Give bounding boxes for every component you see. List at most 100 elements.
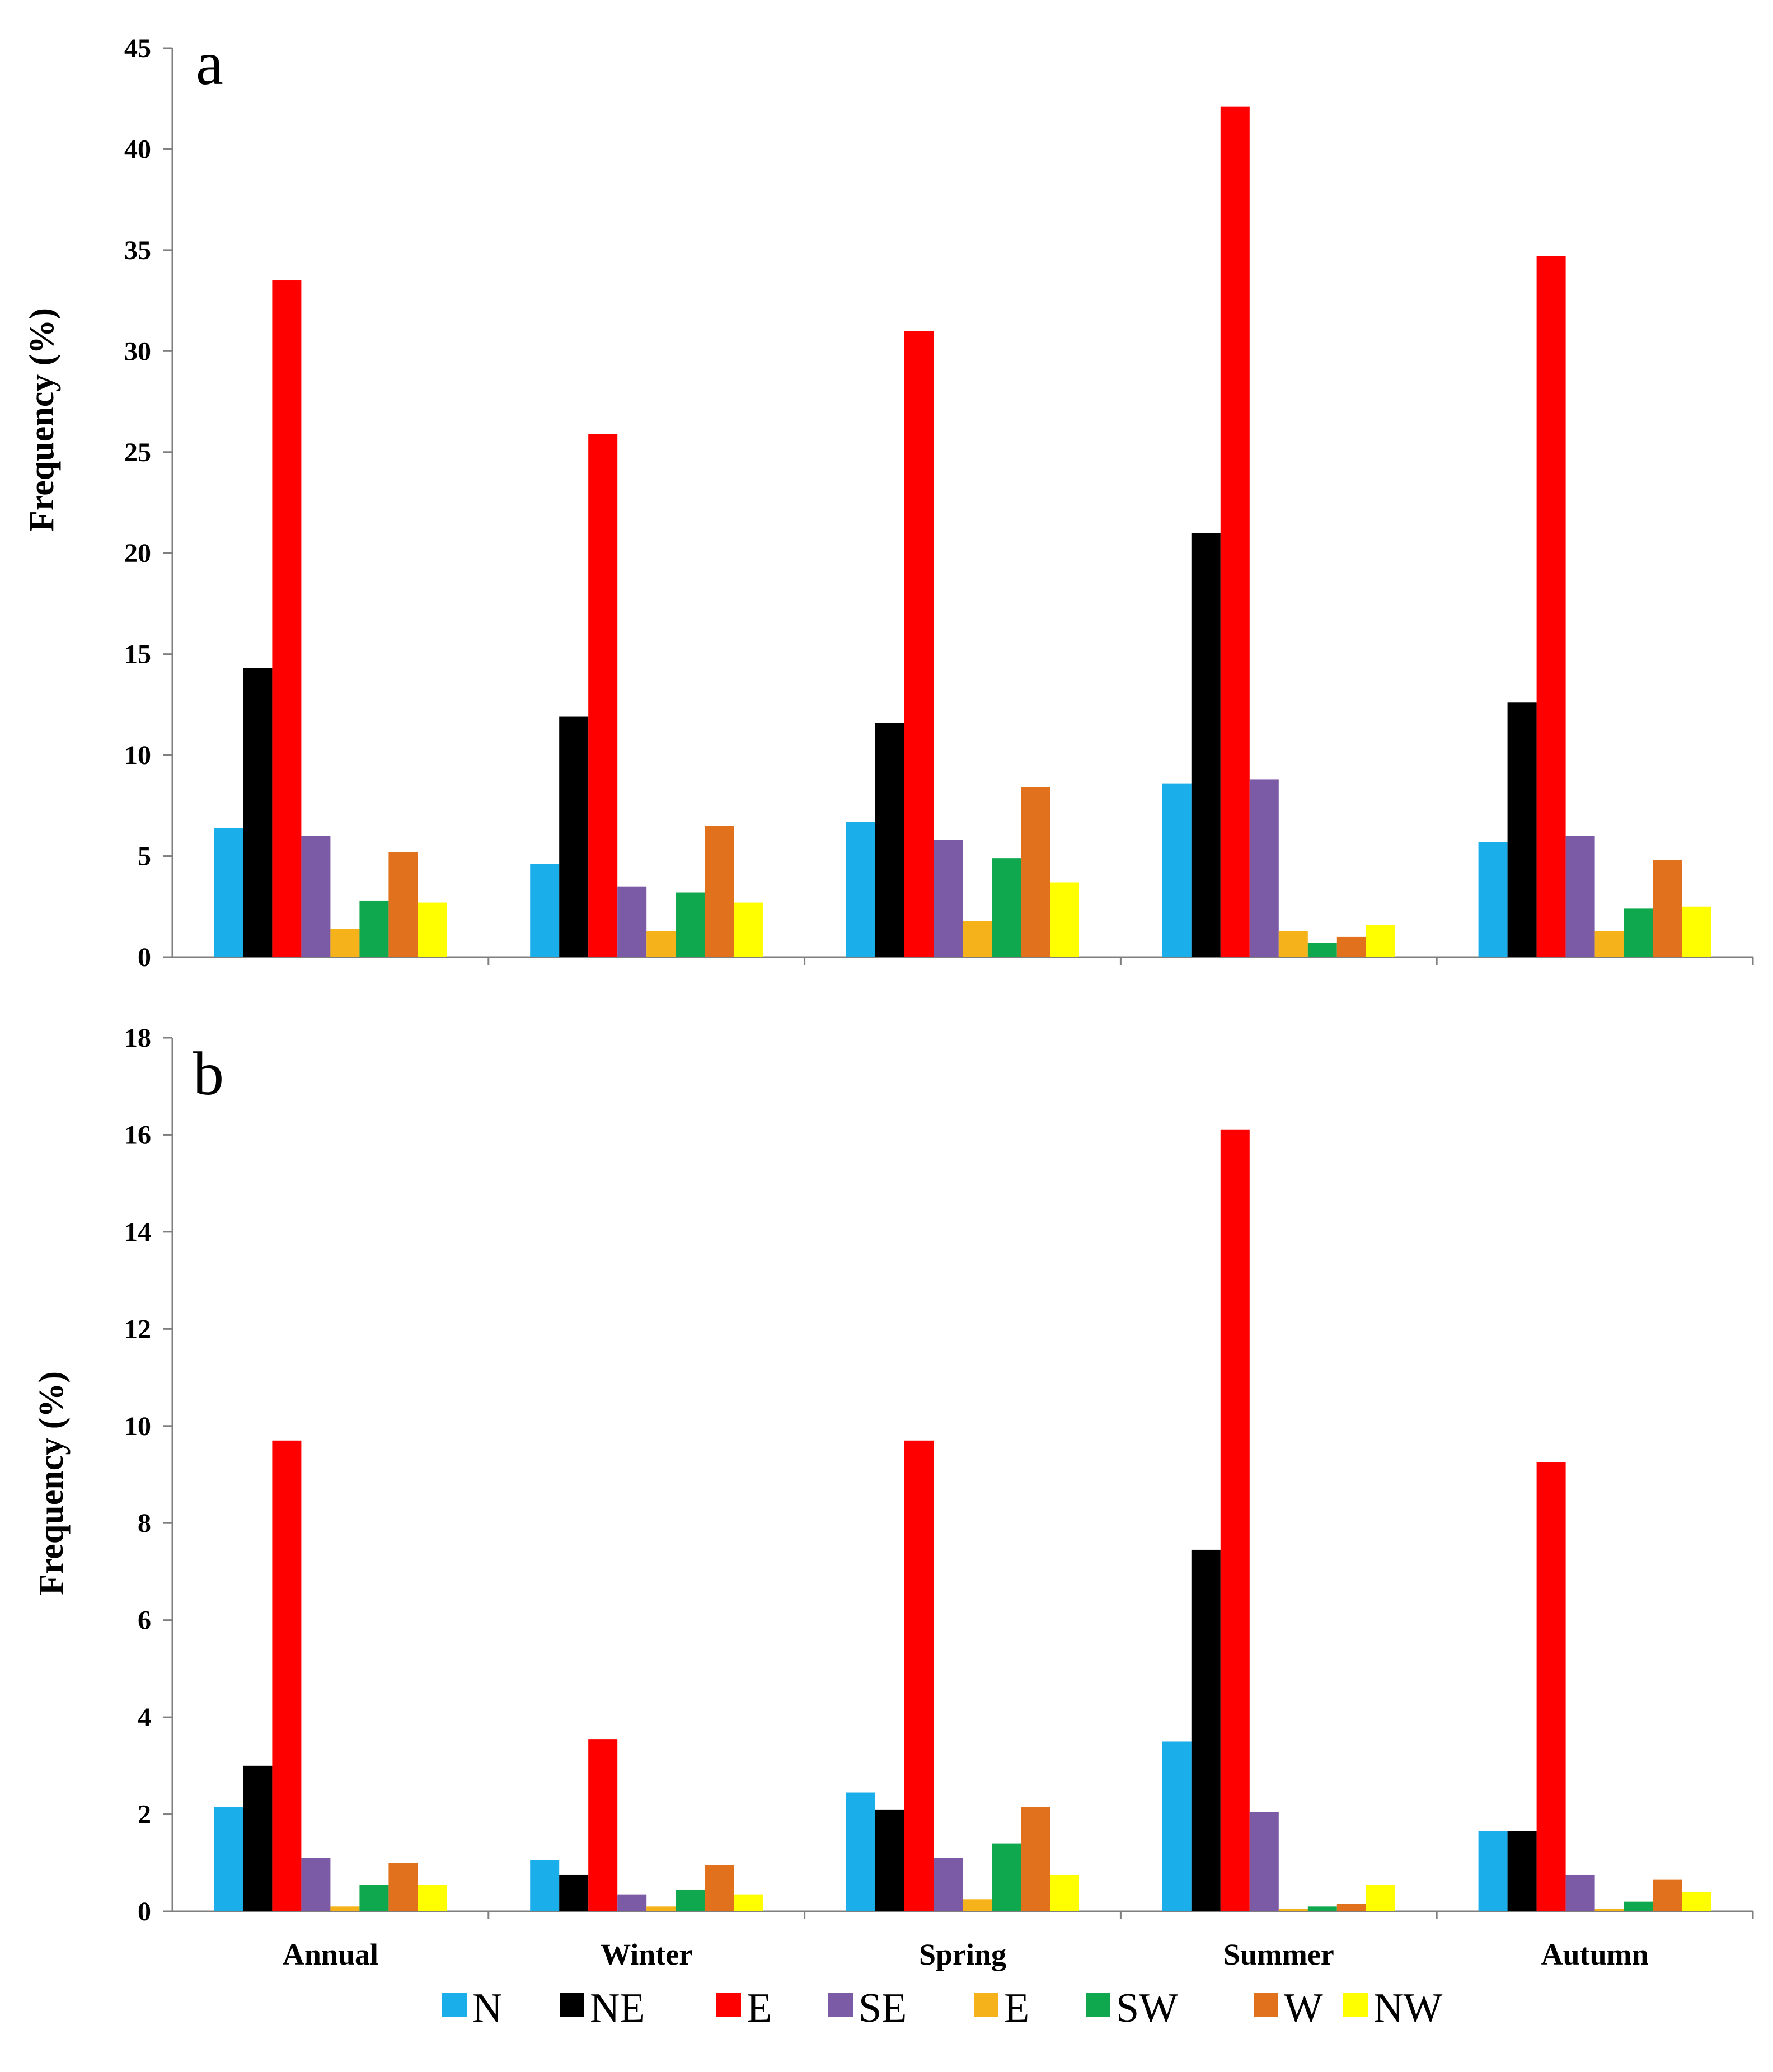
- bar-winter-sw: [676, 1889, 705, 1911]
- bar-spring-ne: [875, 1809, 904, 1911]
- bar-spring-e: [963, 921, 992, 957]
- bar-summer-sw: [1307, 1906, 1337, 1911]
- chart-panel-a: 0 5 10 15 20 25 30 35 40 45 Frequency (%) a: [23, 29, 1754, 972]
- bar-annual-nw: [418, 902, 447, 957]
- chart-panel-b: 0 2 4 6 8 10 12 14 16 18 Frequency (%) b Annual Winte…: [32, 1023, 1754, 1971]
- bar-autumn-e: [1594, 1909, 1624, 1911]
- bar-spring-w: [1021, 1807, 1050, 1911]
- bar-annual-e: [330, 1906, 360, 1911]
- panel-label: b: [193, 1039, 224, 1108]
- y-tick-label: 5: [138, 842, 151, 871]
- bar-winter-w: [705, 826, 734, 957]
- bar-winter-nw: [734, 1894, 763, 1911]
- bar-autumn-e: [1594, 931, 1624, 957]
- bar-annual-e: [330, 929, 360, 957]
- bar-autumn-ne: [1507, 1831, 1537, 1911]
- bar-spring-n: [846, 822, 875, 957]
- bar-spring-e: [963, 1899, 992, 1911]
- legend: N NE E SE E SW W NW: [442, 1985, 1442, 2031]
- bar-spring-n: [846, 1792, 875, 1911]
- bar-winter-sw: [676, 892, 705, 957]
- y-tick-label: 0: [138, 1897, 151, 1926]
- legend-swatch: [716, 1993, 741, 2017]
- bar-winter-se: [617, 886, 647, 957]
- y-tick-label: 0: [138, 943, 151, 972]
- bar-summer-se: [1249, 1812, 1279, 1911]
- bar-spring-nw: [1050, 1874, 1079, 1911]
- y-tick-label: 14: [124, 1217, 151, 1247]
- bar-autumn-ne: [1507, 702, 1537, 957]
- legend-label: NW: [1373, 1985, 1442, 2031]
- x-tick-label: Autumn: [1541, 1938, 1649, 1971]
- bar-spring-se: [934, 840, 963, 957]
- legend-label: W: [1284, 1985, 1323, 2031]
- bar-summer-e: [1278, 1909, 1308, 1911]
- y-tick-label: 4: [138, 1703, 151, 1732]
- bar-annual-e: [272, 1440, 302, 1911]
- bar-spring-sw: [992, 1843, 1021, 1911]
- bar-winter-e: [646, 1906, 676, 1911]
- bar-autumn-e: [1536, 256, 1566, 957]
- y-tick-label: 10: [124, 740, 151, 770]
- bar-annual-nw: [418, 1885, 447, 1911]
- bar-spring-nw: [1050, 882, 1079, 957]
- y-tick-label: 18: [124, 1023, 151, 1053]
- bar-autumn-sw: [1624, 908, 1653, 957]
- bar-winter-se: [617, 1894, 647, 1911]
- y-tick-label: 25: [124, 438, 151, 467]
- legend-label: E: [1004, 1985, 1029, 2031]
- y-tick-label: 8: [138, 1508, 151, 1538]
- bar-summer-e: [1220, 1129, 1250, 1911]
- bar-summer-e: [1220, 106, 1250, 958]
- bar-winter-w: [705, 1865, 734, 1911]
- bar-winter-n: [530, 1860, 560, 1911]
- bar-autumn-nw: [1682, 1892, 1711, 1911]
- bar-summer-w: [1336, 1904, 1366, 1911]
- bar-annual-ne: [243, 1765, 273, 1911]
- bar-annual-n: [214, 828, 243, 957]
- bar-autumn-nw: [1682, 906, 1711, 957]
- bar-annual-n: [214, 1807, 243, 1911]
- legend-swatch: [1086, 1993, 1110, 2017]
- y-axis-label: Frequency (%): [32, 1371, 71, 1595]
- bar-winter-e: [646, 931, 676, 957]
- bar-winter-n: [530, 864, 560, 957]
- bar-summer-sw: [1307, 943, 1337, 957]
- bar-spring-ne: [875, 723, 904, 957]
- bar-spring-se: [934, 1858, 963, 1911]
- bar-annual-sw: [359, 900, 389, 957]
- bar-autumn-se: [1565, 1874, 1595, 1911]
- y-tick-label: 45: [124, 34, 151, 63]
- y-tick-label: 2: [138, 1800, 151, 1830]
- bar-autumn-w: [1653, 1879, 1682, 1911]
- bar-winter-e: [588, 1739, 618, 1911]
- y-tick-label: 16: [124, 1120, 151, 1150]
- y-tick-label: 35: [124, 236, 151, 265]
- bar-summer-ne: [1191, 533, 1221, 957]
- bar-annual-ne: [243, 668, 273, 957]
- x-tick-label: Summer: [1223, 1938, 1334, 1971]
- bar-summer-ne: [1191, 1549, 1221, 1911]
- bar-annual-se: [301, 1858, 331, 1911]
- legend-swatch: [828, 1993, 853, 2017]
- bar-summer-nw: [1366, 925, 1395, 957]
- y-tick-label: 20: [124, 538, 151, 568]
- legend-label: SW: [1116, 1985, 1178, 2031]
- x-tick-label: Winter: [601, 1938, 692, 1971]
- bar-spring-e: [904, 1440, 934, 1911]
- legend-swatch: [1343, 1993, 1368, 2017]
- bar-summer-n: [1162, 783, 1192, 957]
- y-tick-label: 10: [124, 1412, 151, 1441]
- legend-swatch: [560, 1993, 584, 2017]
- bar-autumn-se: [1565, 836, 1595, 957]
- bar-summer-n: [1162, 1741, 1192, 1911]
- legend-label: E: [747, 1985, 772, 2031]
- legend-label: NE: [590, 1985, 645, 2031]
- bar-winter-ne: [559, 1874, 589, 1911]
- legend-swatch: [1254, 1993, 1278, 2017]
- bar-summer-se: [1249, 779, 1279, 957]
- bar-annual-w: [388, 852, 418, 957]
- y-tick-label: 15: [124, 640, 151, 669]
- panel-label: a: [196, 29, 223, 97]
